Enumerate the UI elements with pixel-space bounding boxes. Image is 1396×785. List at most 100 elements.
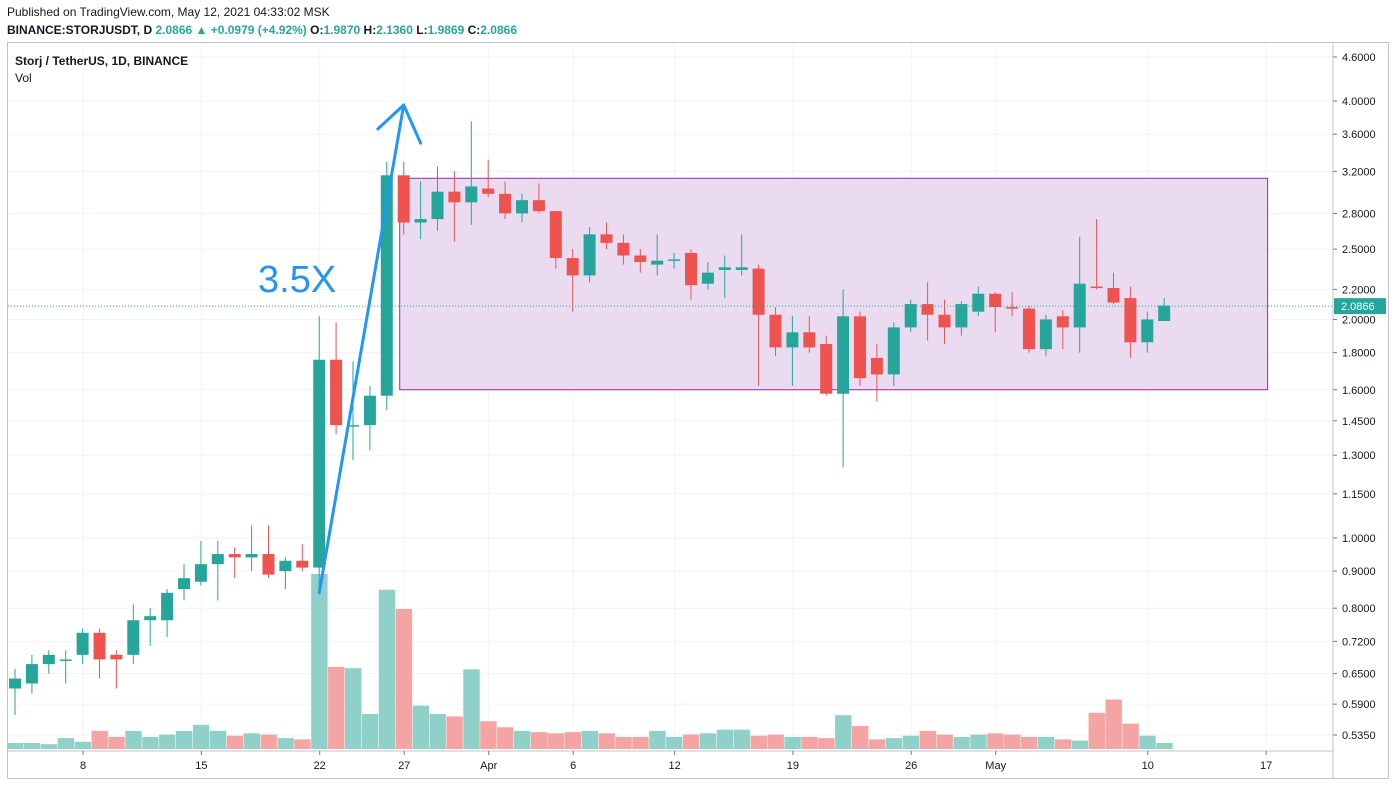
candle-body <box>955 304 968 328</box>
low-value: 1.9869 <box>427 23 465 37</box>
volume-bar <box>74 741 91 749</box>
price-tick-label: 3.2000 <box>1342 166 1376 178</box>
candle-body <box>1141 319 1154 343</box>
candle-body <box>938 314 951 328</box>
candle-body <box>161 592 174 621</box>
volume-bar <box>970 734 987 749</box>
candle-body <box>279 560 292 572</box>
candle-body <box>363 395 376 426</box>
range-box <box>399 177 1269 391</box>
volume-bar <box>142 736 159 749</box>
candle-body <box>414 219 427 223</box>
volume-bar <box>1037 736 1055 749</box>
volume-bar <box>463 669 480 749</box>
volume-bar <box>649 730 666 749</box>
volume-bar <box>91 730 108 749</box>
volume-bar <box>987 733 1004 749</box>
chart-frame <box>7 42 1389 779</box>
volume-label: Vol <box>15 71 32 85</box>
volume-bar <box>868 739 886 749</box>
volume-bar <box>716 729 734 749</box>
candle-body <box>93 632 106 660</box>
time-tick-label: May <box>985 760 1006 772</box>
price-tick-label: 0.7200 <box>1342 636 1376 648</box>
candle-body <box>431 191 444 220</box>
time-tick-label: Apr <box>480 760 497 772</box>
candle-body <box>820 344 833 394</box>
candle-body <box>735 267 748 270</box>
candle-body <box>1023 308 1035 350</box>
volume-bar <box>345 668 362 749</box>
price-tick-label: 1.6000 <box>1342 385 1376 397</box>
candle-body <box>786 332 799 348</box>
volume-bars <box>7 574 1173 749</box>
volume-bar <box>885 738 903 749</box>
candle-body <box>1124 298 1137 343</box>
candle-body <box>482 188 495 194</box>
candle-body <box>262 554 275 575</box>
price-tick-label: 2.2000 <box>1342 284 1376 296</box>
volume-bar <box>1021 736 1038 749</box>
volume-bar <box>260 734 277 749</box>
price-tick-label: 2.0000 <box>1342 314 1376 326</box>
volume-bar <box>581 730 598 749</box>
time-tick-label: 15 <box>195 760 207 772</box>
candle-body <box>718 267 731 270</box>
candle-body <box>566 258 579 276</box>
candle-body <box>465 186 478 203</box>
candle-body <box>228 554 241 558</box>
candle-body <box>1039 319 1052 350</box>
volume-bar <box>936 734 953 749</box>
volume-bar <box>480 721 497 749</box>
volume-bar <box>801 736 818 749</box>
candle-body <box>25 664 38 684</box>
price-tick-label: 0.9000 <box>1342 566 1376 578</box>
volume-bar <box>361 714 379 749</box>
candle-body <box>617 242 630 256</box>
candle-body <box>245 554 258 558</box>
volume-bar <box>750 735 767 749</box>
candle-body <box>330 359 343 426</box>
volume-bar <box>699 733 717 749</box>
volume-bar <box>784 736 801 749</box>
volume-bar <box>530 732 548 749</box>
price-tick-label: 0.6500 <box>1342 669 1376 681</box>
candle-body <box>972 293 985 312</box>
candle-body <box>1056 316 1069 328</box>
volume-bar <box>547 733 565 749</box>
volume-bar <box>733 729 751 749</box>
candle-body <box>887 327 900 375</box>
candle-body <box>499 193 512 214</box>
volume-bar <box>378 589 396 749</box>
volume-bar <box>1004 734 1021 749</box>
volume-bar <box>953 736 970 749</box>
candle-body <box>9 678 21 689</box>
time-tick-label: 27 <box>398 760 410 772</box>
volume-bar <box>226 735 244 749</box>
symbol-label: BINANCE:STORJUSDT, D <box>7 23 153 37</box>
candle-body <box>1158 305 1171 322</box>
candle-body <box>397 175 410 223</box>
volume-bar <box>1071 740 1089 749</box>
close-value: 2.0866 <box>480 23 517 37</box>
volume-bar <box>767 734 784 749</box>
chart-legend: Storj / TetherUS, 1D, BINANCE Vol <box>15 54 188 85</box>
price-tick-label: 1.8000 <box>1342 348 1376 360</box>
candle-body <box>532 200 545 212</box>
volume-bar <box>598 733 615 749</box>
candle-body <box>668 259 681 261</box>
annotation-text: 3.5X <box>258 259 336 301</box>
volume-bar <box>1122 723 1139 749</box>
price-tick-label: 2.5000 <box>1342 244 1376 256</box>
volume-bar <box>159 734 176 749</box>
price-tick-label: 4.0000 <box>1342 96 1376 108</box>
candle-body <box>144 616 157 621</box>
volume-bar <box>683 734 700 749</box>
volume-bar <box>852 726 869 749</box>
volume-bar <box>277 738 294 749</box>
candle-body <box>448 191 461 203</box>
volume-bar <box>666 736 683 749</box>
time-tick-label: 8 <box>80 760 86 772</box>
high-label: H: <box>363 23 377 37</box>
